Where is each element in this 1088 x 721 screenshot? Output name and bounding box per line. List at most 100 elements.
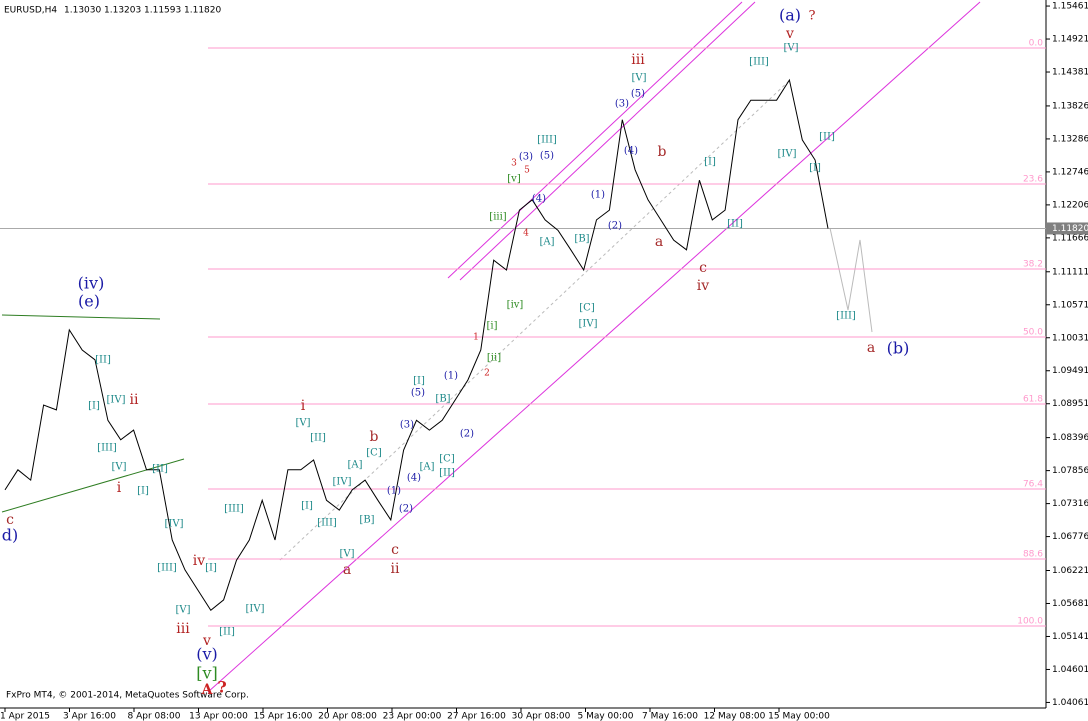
y-tick-label: 1.13286 xyxy=(1052,134,1088,144)
wave-label: (2) xyxy=(608,221,622,232)
wave-label: [B] xyxy=(435,394,450,405)
wave-label: [III] xyxy=(97,443,117,454)
wave-label: [II] xyxy=(727,219,743,230)
price-tag xyxy=(1047,222,1088,235)
wave-label: (3) xyxy=(519,152,533,163)
wave-label: iv xyxy=(193,553,205,569)
y-tick-label: 1.10571 xyxy=(1052,300,1088,310)
x-tick-label: 3 Apr 16:00 xyxy=(63,712,116,721)
x-tick-label: 8 Apr 08:00 xyxy=(128,712,181,721)
wave-label: [III] xyxy=(317,518,337,529)
wave-label: [II] xyxy=(152,464,168,475)
wave-label: [C] xyxy=(579,303,595,314)
y-tick-label: 1.04061 xyxy=(1052,698,1088,708)
wave-label: [I] xyxy=(301,501,313,512)
y-tick-label: 1.07856 xyxy=(1052,466,1088,476)
wave-label: [III] xyxy=(537,135,557,146)
y-tick-label: 1.11666 xyxy=(1052,233,1088,243)
y-tick-label: 1.06776 xyxy=(1052,532,1088,542)
wave-label: [III] xyxy=(749,57,769,68)
wave-label: (4) xyxy=(532,194,546,205)
header-price: 1.11820 xyxy=(184,6,221,16)
header-price: 1.11593 xyxy=(144,6,181,16)
wave-label: b xyxy=(658,144,667,160)
wave-label: [IV] xyxy=(165,519,184,530)
wave-label: [C] xyxy=(366,448,382,459)
x-tick-label: 5 May 00:00 xyxy=(578,712,634,721)
wave-label: [ii] xyxy=(487,353,501,364)
x-tick-label: 27 Apr 16:00 xyxy=(447,712,506,721)
y-tick-label: 1.04601 xyxy=(1052,665,1088,675)
y-tick-label: 1.14381 xyxy=(1052,68,1088,78)
header-price: 1.13203 xyxy=(104,6,141,16)
wave-label: [i] xyxy=(486,321,497,332)
wave-label: v xyxy=(202,633,211,649)
wave-label: ii xyxy=(391,561,400,577)
price-tag-label: 1.11820 xyxy=(1052,224,1088,234)
y-tick-label: 1.05681 xyxy=(1052,599,1088,609)
wave-label: [IV] xyxy=(246,604,265,615)
wave-label: [IV] xyxy=(333,477,352,488)
wave-label: (2) xyxy=(460,429,474,440)
y-tick-label: 1.13826 xyxy=(1052,101,1088,111)
header-symbol: EURUSD,H4 xyxy=(4,6,57,16)
wave-label: iv xyxy=(697,278,709,294)
wave-label: [V] xyxy=(295,418,310,429)
wave-label: ? xyxy=(809,9,816,24)
y-tick-label: 1.14921 xyxy=(1052,35,1088,45)
fib-label: 88.6 xyxy=(1023,549,1043,559)
wave-label: [I] xyxy=(205,563,217,574)
y-tick-label: 1.08951 xyxy=(1052,399,1088,409)
wave-label: c xyxy=(699,260,707,276)
wave-label: 5 xyxy=(524,166,530,176)
wave-label: [iv] xyxy=(507,300,524,311)
wave-label: [C] xyxy=(439,454,455,465)
y-tick-label: 1.12746 xyxy=(1052,167,1088,177)
wave-label: (4) xyxy=(407,473,421,484)
fib-label: 61.8 xyxy=(1023,394,1043,404)
wave-label: [B] xyxy=(574,234,589,245)
wave-label: [V] xyxy=(783,43,798,54)
x-tick-label: 15 Apr 16:00 xyxy=(254,712,313,721)
wave-label: [V] xyxy=(111,462,126,473)
wave-label: [A] xyxy=(539,237,554,248)
wave-label: [II] xyxy=(439,468,455,479)
wave-label: (v) xyxy=(196,645,218,664)
wave-label: [iii] xyxy=(489,212,506,223)
wave-label: [II] xyxy=(219,627,235,638)
wave-label: a xyxy=(343,562,351,578)
wave-label: [A] xyxy=(419,462,434,473)
wave-label: 2 xyxy=(484,369,490,379)
wave-label: i xyxy=(301,398,306,414)
wave-label: b xyxy=(370,429,379,445)
x-tick-label: 7 May 16:00 xyxy=(642,712,698,721)
wave-label: A xyxy=(201,682,214,698)
wave-label: a xyxy=(655,234,663,250)
x-tick-label: 15 May 00:00 xyxy=(768,712,830,721)
y-tick-label: 1.12206 xyxy=(1052,200,1088,210)
fib-label: 50.0 xyxy=(1023,327,1043,337)
wave-label: [IV] xyxy=(107,395,126,406)
wave-label: (5) xyxy=(631,89,645,100)
y-tick-label: 1.11111 xyxy=(1052,267,1088,277)
wave-label: (5) xyxy=(540,151,554,162)
wave-label: [V] xyxy=(339,549,354,560)
x-tick-label: 30 Apr 08:00 xyxy=(512,712,571,721)
wave-label: [I] xyxy=(413,376,425,387)
wave-label: i xyxy=(117,480,122,496)
wave-label: [II] xyxy=(819,132,835,143)
wave-label: a xyxy=(867,340,875,356)
wave-label: [IV] xyxy=(778,149,797,160)
wave-label: (5) xyxy=(411,388,425,399)
wave-label: (4) xyxy=(624,146,638,157)
y-tick-label: 1.05141 xyxy=(1052,632,1088,642)
wave-label: [I] xyxy=(88,401,100,412)
wave-label: [I] xyxy=(137,486,149,497)
fib-label: 23.6 xyxy=(1023,174,1043,184)
wave-label: c xyxy=(391,542,399,558)
wave-label: [V] xyxy=(175,605,190,616)
trend-line xyxy=(1,458,185,513)
wave-label: [III] xyxy=(157,563,177,574)
